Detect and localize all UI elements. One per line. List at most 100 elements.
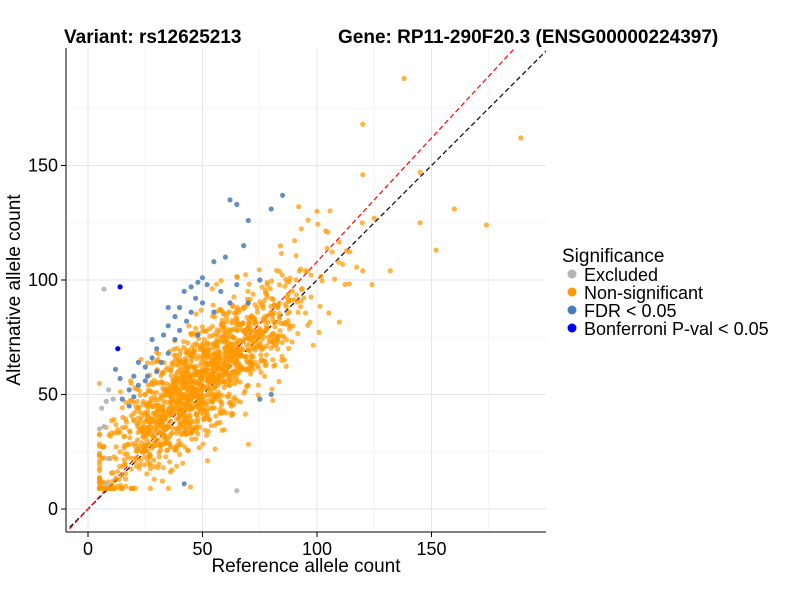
point-non-significant (191, 393, 197, 399)
point-non-significant (119, 405, 125, 411)
point-non-significant (144, 442, 150, 448)
point-fdr (181, 481, 187, 487)
point-non-significant (101, 485, 107, 491)
point-non-significant (245, 332, 252, 338)
point-fdr (193, 295, 199, 301)
point-non-significant (285, 322, 291, 328)
point-non-significant (123, 470, 129, 477)
point-non-significant (335, 259, 342, 265)
chart-title-gene: Gene: RP11-290F20.3 (ENSG00000224397) (338, 27, 718, 48)
data-points (96, 75, 524, 494)
point-non-significant (186, 406, 192, 412)
point-non-significant (252, 302, 258, 308)
point-non-significant (195, 399, 201, 406)
reference-line-identity (69, 50, 546, 528)
point-fdr (135, 382, 141, 388)
point-non-significant (315, 221, 321, 227)
point-non-significant (149, 445, 155, 451)
point-non-significant (121, 434, 127, 440)
point-non-significant (242, 353, 248, 359)
point-non-significant (126, 428, 133, 434)
point-non-significant (269, 386, 275, 392)
legend-title: Significance (562, 246, 664, 267)
point-non-significant (113, 444, 119, 450)
point-non-significant (128, 413, 134, 419)
point-non-significant (123, 419, 130, 425)
point-non-significant (128, 485, 134, 491)
point-non-significant (226, 400, 232, 406)
chart-title-variant: Variant: rs12625213 (64, 27, 241, 48)
point-non-significant (275, 346, 281, 352)
point-non-significant (169, 397, 175, 403)
point-non-significant (111, 416, 117, 423)
point-fdr (131, 373, 137, 379)
point-fdr (177, 304, 183, 311)
point-fdr (245, 217, 251, 224)
point-non-significant (180, 338, 187, 345)
legend-swatch-bonferroni (567, 323, 577, 333)
point-non-significant (263, 323, 269, 329)
point-non-significant (263, 328, 269, 334)
point-non-significant (188, 332, 194, 338)
point-non-significant (150, 434, 156, 440)
point-non-significant (259, 284, 265, 290)
point-non-significant (279, 353, 285, 359)
point-non-significant (96, 380, 103, 387)
point-non-significant (233, 357, 239, 363)
point-non-significant (167, 367, 173, 373)
point-non-significant (260, 305, 266, 311)
legend-label-excluded: Excluded (584, 265, 658, 285)
point-non-significant (119, 485, 125, 491)
point-non-significant (96, 432, 103, 438)
point-fdr (257, 396, 263, 402)
point-fdr (154, 369, 160, 375)
point-non-significant (144, 424, 150, 430)
point-non-significant (223, 315, 230, 321)
point-non-significant (159, 478, 165, 484)
point-non-significant (293, 277, 299, 283)
point-non-significant (120, 414, 126, 420)
x-tick-label: 0 (83, 539, 93, 559)
point-non-significant (193, 363, 199, 369)
point-non-significant (289, 339, 295, 345)
point-non-significant (109, 485, 115, 491)
point-fdr (165, 350, 171, 356)
point-non-significant (229, 369, 235, 375)
point-non-significant (199, 374, 205, 380)
point-non-significant (141, 462, 148, 468)
point-non-significant (260, 316, 266, 322)
point-non-significant (250, 291, 256, 297)
point-non-significant (204, 432, 210, 438)
point-non-significant (276, 313, 282, 319)
point-non-significant (246, 281, 252, 287)
point-non-significant (146, 388, 152, 394)
point-non-significant (140, 398, 146, 405)
point-non-significant (160, 465, 166, 471)
point-non-significant (249, 362, 255, 368)
point-non-significant (114, 469, 121, 475)
legend-label-non-significant: Non-significant (584, 283, 703, 303)
point-non-significant (114, 430, 120, 436)
point-non-significant (169, 360, 175, 366)
point-fdr (117, 375, 123, 382)
point-non-significant (274, 319, 280, 325)
point-non-significant (144, 471, 150, 477)
point-non-significant (293, 253, 299, 259)
point-non-significant (326, 310, 332, 316)
y-tick-label: 0 (48, 499, 58, 519)
point-non-significant (245, 365, 251, 371)
point-non-significant (167, 434, 173, 440)
point-non-significant (171, 352, 177, 358)
point-non-significant (133, 404, 139, 410)
point-non-significant (195, 394, 201, 400)
point-non-significant (215, 332, 221, 339)
point-non-significant (239, 327, 245, 333)
point-non-significant (298, 226, 304, 232)
point-non-significant (252, 347, 258, 353)
axis-ticks: 0 50 100 150 0 50 100 150 (28, 156, 447, 560)
point-non-significant (184, 347, 190, 353)
x-tick-label: 150 (416, 539, 446, 559)
point-non-significant (116, 463, 123, 470)
point-non-significant (314, 208, 320, 214)
point-non-significant (262, 362, 268, 369)
